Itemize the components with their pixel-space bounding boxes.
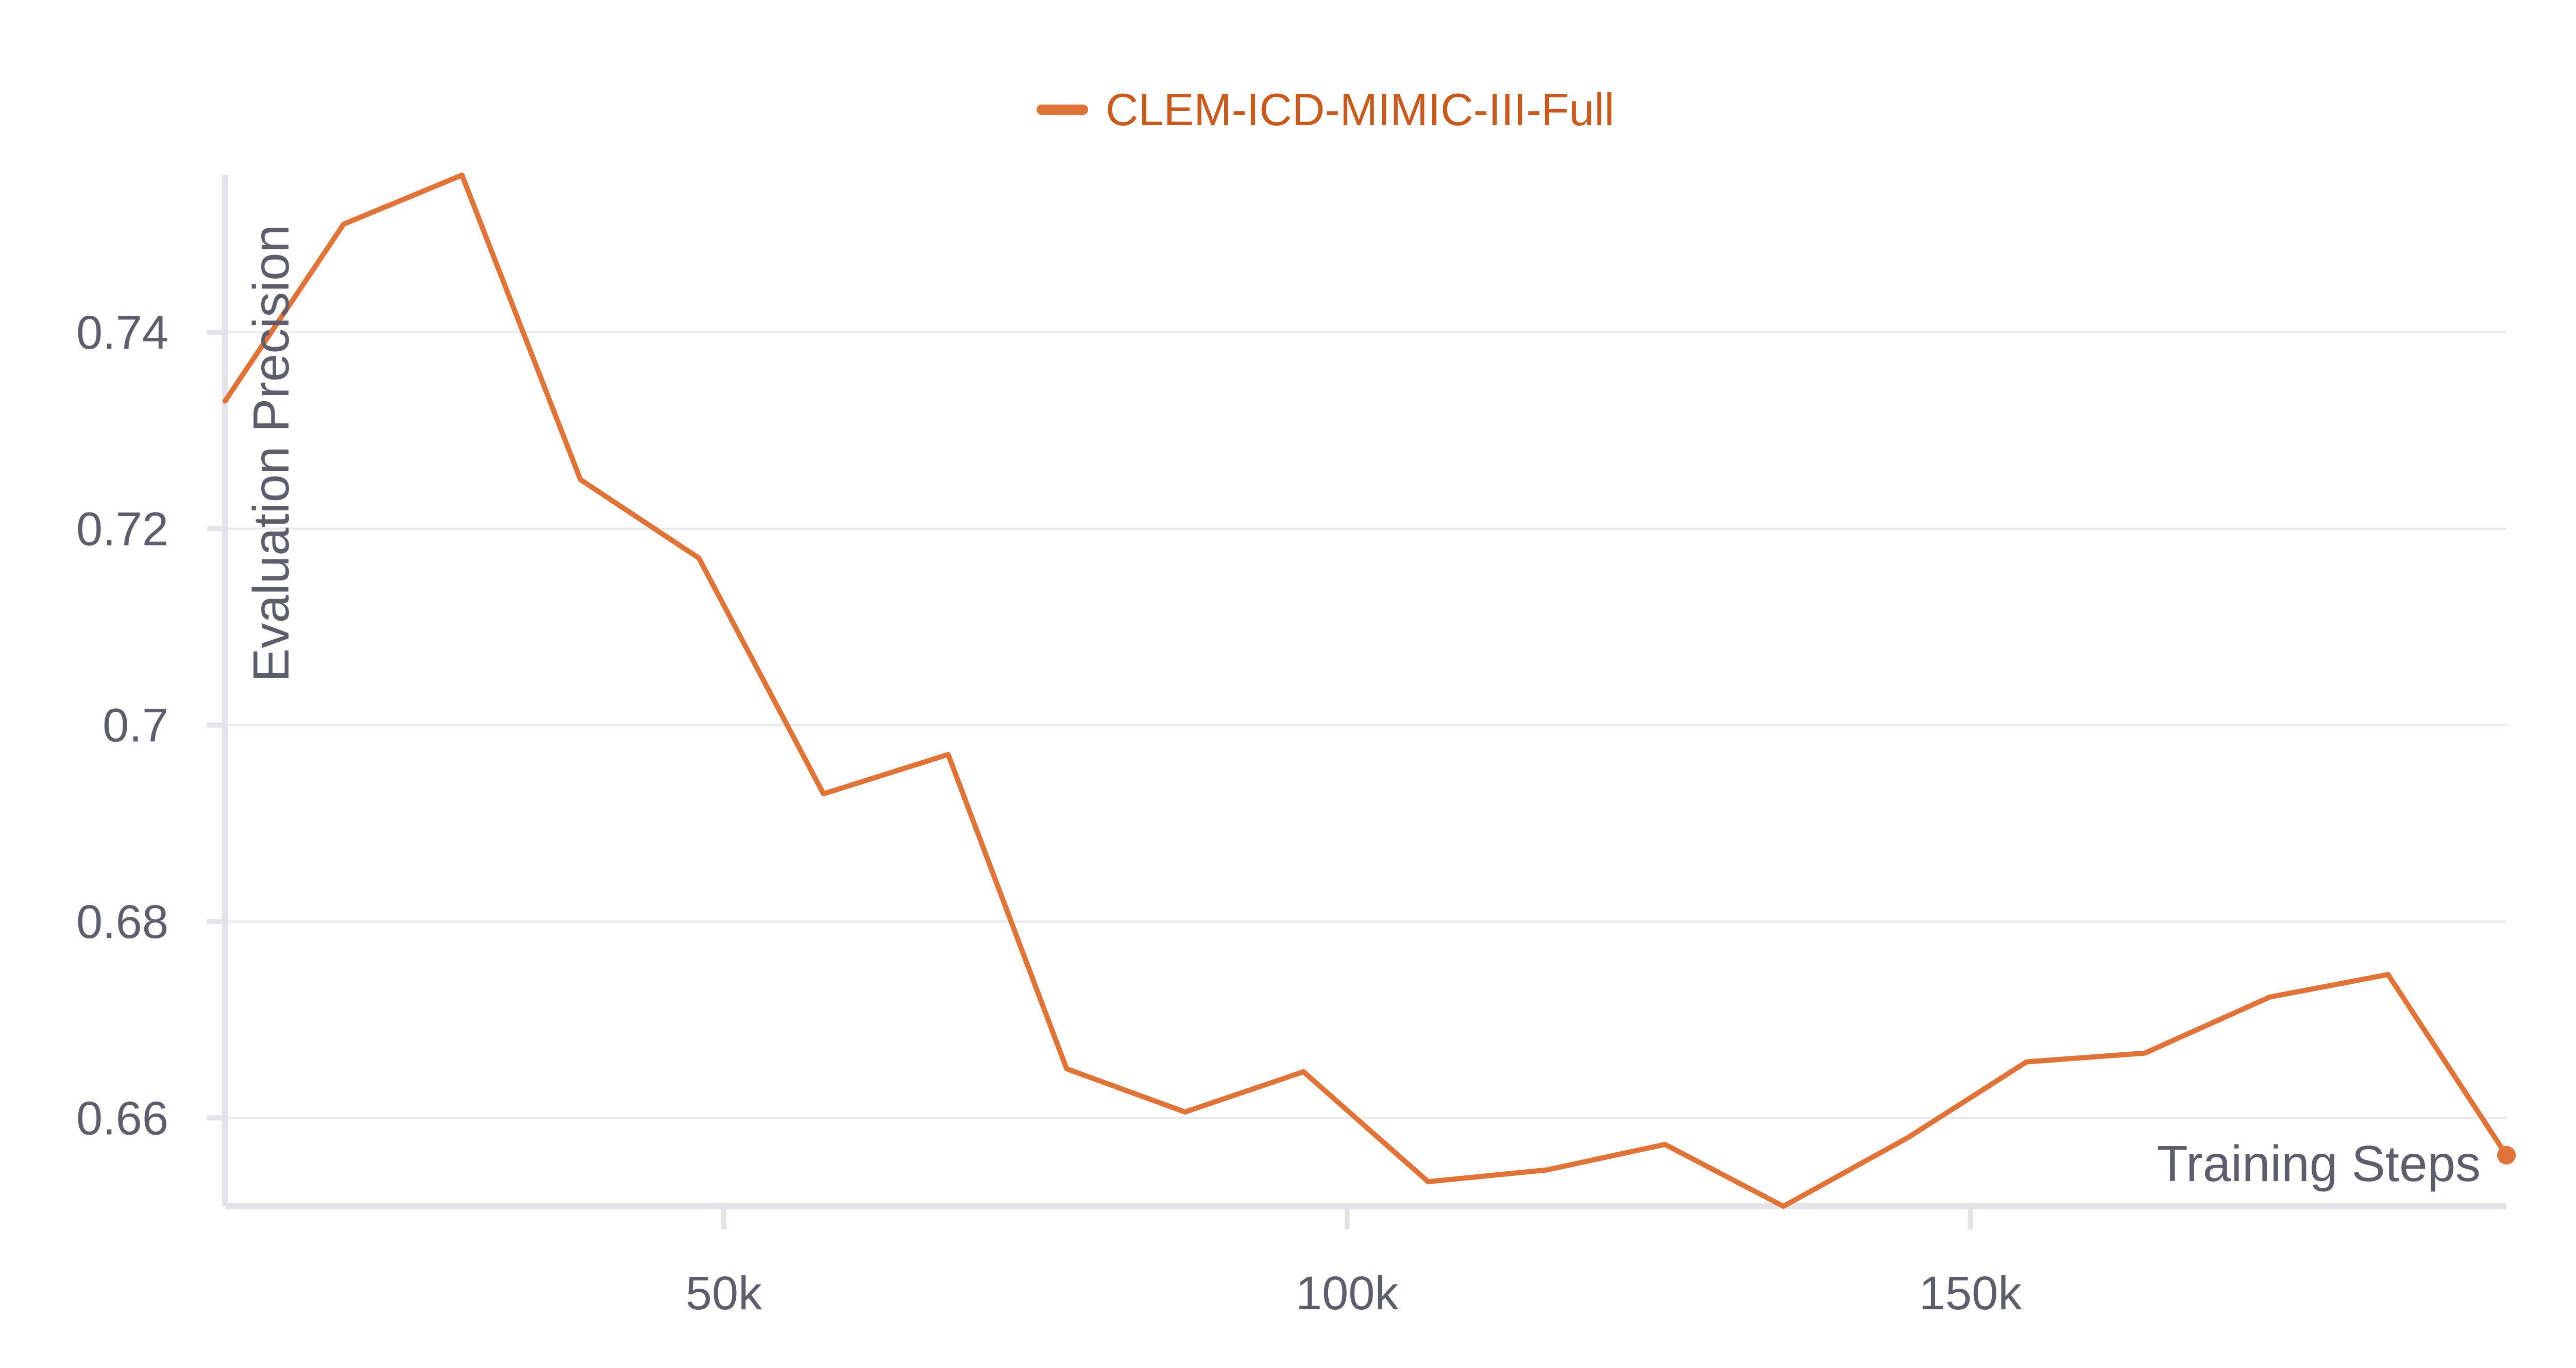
legend-label-clem-icd-mimic-iii-full: CLEM-ICD-MIMIC-III-Full xyxy=(1106,84,1614,135)
x-tick-label-0: 50k xyxy=(686,1267,762,1320)
y-axis-title: Evaluation Precision xyxy=(243,225,299,682)
y-tick-label-2: 0.7 xyxy=(103,699,168,752)
x-axis-ticks: 50k 100k 150k xyxy=(686,1206,2022,1320)
x-tick-label-2: 150k xyxy=(1919,1267,2022,1320)
x-axis-title: Training Steps xyxy=(2157,1135,2481,1192)
y-axis-ticks: 0.66 0.68 0.7 0.72 0.74 xyxy=(76,306,225,1144)
series-end-point-0[interactable] xyxy=(2497,1145,2516,1165)
y-tick-label-4: 0.74 xyxy=(76,306,168,359)
legend[interactable]: CLEM-ICD-MIMIC-III-Full xyxy=(1037,84,1614,135)
y-tick-label-0: 0.66 xyxy=(76,1092,168,1144)
y-tick-label-1: 0.68 xyxy=(76,896,168,948)
y-tick-label-3: 0.72 xyxy=(76,503,168,555)
series-line-0[interactable] xyxy=(223,173,2509,1209)
series-layer xyxy=(223,173,2516,1209)
gridlines xyxy=(225,331,2506,1119)
x-tick-label-1: 100k xyxy=(1296,1267,1399,1320)
